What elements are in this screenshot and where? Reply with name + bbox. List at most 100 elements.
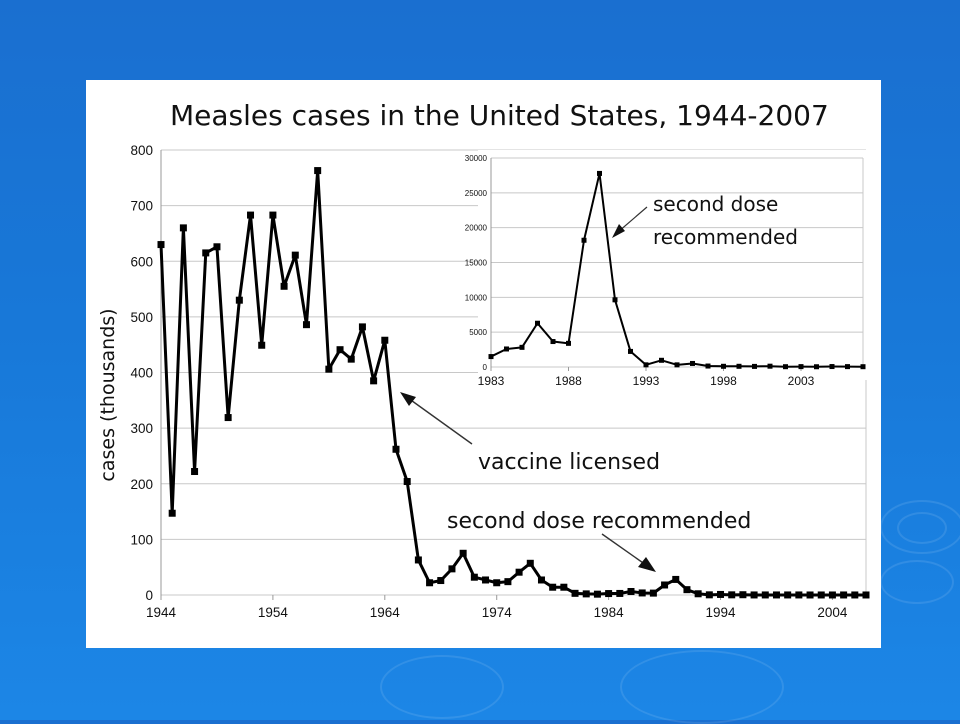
main-y-tick-label: 400	[130, 366, 153, 381]
inset-data-point	[566, 340, 571, 346]
inset-data-point	[504, 346, 509, 352]
main-data-point	[448, 565, 456, 573]
main-data-point	[728, 591, 736, 599]
inset-background	[478, 150, 871, 380]
inset-x-tick-label: 1993	[633, 374, 660, 388]
inset-y-tick-label: 0	[483, 363, 488, 372]
inset-data-point	[581, 237, 587, 243]
annotation-vaccine-licensed: vaccine licensed	[400, 392, 660, 475]
annotation-second-dose-text: second dose recommended	[447, 509, 751, 534]
main-data-point	[828, 591, 836, 599]
inset-y-tick-label: 25000	[465, 189, 488, 198]
inset-y-tick-label: 15000	[465, 259, 488, 268]
chart-card: Measles cases in the United States, 1944…	[86, 80, 881, 648]
main-data-point	[772, 591, 780, 599]
annotation-arrow-head	[638, 557, 656, 572]
inset-data-point	[860, 364, 866, 370]
main-data-point	[168, 509, 176, 517]
inset-data-point	[783, 364, 788, 370]
main-data-point	[549, 583, 557, 591]
main-data-point	[291, 251, 299, 259]
chart-title: Measles cases in the United States, 1944…	[170, 99, 829, 132]
annotation-second-dose: second dose recommended	[447, 509, 751, 572]
background-ripple	[880, 560, 954, 604]
main-data-point	[370, 377, 378, 385]
chart-canvas: Measles cases in the United States, 1944…	[97, 99, 871, 620]
main-x-tick-label: 1974	[482, 605, 513, 620]
main-series	[157, 167, 870, 599]
main-data-point	[784, 591, 792, 599]
main-data-point	[806, 591, 814, 599]
main-data-point	[605, 590, 613, 598]
inset-y-tick-label: 30000	[465, 154, 488, 163]
annotation-vaccine-licensed-text: vaccine licensed	[478, 450, 660, 475]
background-ripple	[380, 655, 504, 719]
main-data-point	[191, 468, 199, 476]
main-y-tick-label: 100	[130, 532, 153, 547]
main-data-point	[672, 575, 680, 583]
main-data-point	[235, 296, 243, 304]
main-data-point	[694, 590, 702, 598]
inset-data-point	[829, 364, 835, 370]
main-data-point	[314, 167, 322, 175]
inset-grid	[490, 157, 864, 368]
main-series-line	[159, 169, 867, 597]
annotation-arrow-line	[407, 397, 473, 445]
main-y-tick-label: 500	[130, 310, 153, 325]
main-y-tick-label: 0	[145, 588, 153, 603]
main-x-tick-label: 1984	[594, 605, 625, 620]
main-y-ticks: 0 100 200 300 400 500 600 700 800	[130, 143, 153, 603]
inset-data-point	[628, 348, 633, 354]
inset-x-tick-label: 1983	[478, 374, 505, 388]
main-data-point	[358, 323, 366, 331]
main-data-point	[504, 578, 512, 586]
inset-x-tick-label: 2003	[788, 374, 815, 388]
main-data-point	[638, 589, 646, 597]
main-data-point	[526, 559, 534, 567]
inset-y-tick-label: 20000	[465, 224, 488, 233]
main-data-point	[414, 556, 422, 564]
inset-x-tick-label: 1998	[710, 374, 737, 388]
main-data-point	[325, 365, 333, 373]
inset-data-point	[550, 339, 556, 345]
main-y-tick-label: 300	[130, 421, 153, 436]
inset-annotation-line-1: second dose	[653, 192, 778, 216]
main-data-point	[482, 576, 490, 584]
main-data-point	[616, 589, 624, 597]
main-data-point	[247, 211, 255, 219]
main-x-tick-label: 2004	[817, 605, 848, 620]
main-data-point	[258, 341, 266, 349]
inset-data-point	[674, 362, 680, 368]
inset-data-point	[798, 364, 804, 370]
inset-x-tick-label: 1988	[555, 374, 582, 388]
main-x-tick-label: 1964	[370, 605, 401, 620]
main-data-point	[851, 591, 859, 599]
inset-annotation-line-2: recommended	[653, 225, 798, 249]
main-data-point	[862, 591, 870, 599]
inset-data-point	[736, 363, 742, 369]
main-data-point	[717, 590, 725, 598]
main-x-ticks: 1944 1954 1964 1974 1984 1994 2004	[146, 595, 848, 620]
inset-data-point	[659, 357, 664, 363]
y-axis-label: cases (thousands)	[97, 308, 119, 481]
inset-data-point	[752, 363, 757, 369]
main-data-point	[750, 591, 758, 599]
inset-data-point	[690, 360, 695, 366]
inset-annotation: second dose recommended	[612, 192, 798, 249]
main-data-point	[426, 579, 434, 587]
main-data-point	[157, 241, 165, 249]
main-data-point	[493, 579, 501, 587]
inset-annotation-arrow-head	[612, 224, 625, 238]
main-y-tick-label: 600	[130, 254, 153, 269]
inset-data-point	[845, 364, 850, 370]
main-data-point	[280, 282, 288, 290]
main-data-point	[582, 590, 590, 598]
background-ripple	[897, 512, 947, 544]
main-data-point	[381, 336, 389, 344]
main-data-point	[739, 591, 747, 599]
main-data-point	[302, 321, 310, 329]
inset-annotation-arrow-line	[617, 206, 648, 233]
main-data-point	[571, 589, 579, 597]
main-data-point	[224, 414, 232, 422]
